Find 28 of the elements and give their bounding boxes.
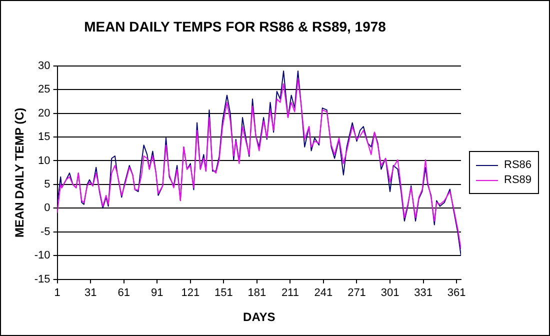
x-tick-label: 151	[214, 287, 233, 300]
x-tick-label: 181	[248, 287, 266, 300]
x-tick-label: 91	[150, 287, 164, 300]
y-tick-label: 10	[38, 154, 50, 167]
legend-label: RS86	[504, 159, 532, 172]
y-tick-label: 5	[44, 178, 50, 190]
x-tick-label: 121	[181, 287, 200, 300]
x-tick-label: 331	[414, 287, 432, 300]
y-tick-label: 0	[44, 202, 50, 214]
y-tick-label: 30	[38, 60, 50, 72]
y-tick-label: -15	[34, 273, 50, 286]
x-tick-label: 1	[54, 287, 60, 300]
legend-label: RS89	[504, 174, 532, 186]
y-tick-label: -5	[40, 226, 50, 238]
x-tick-label: 361	[447, 287, 466, 300]
x-tick-label: 301	[380, 287, 400, 300]
x-tick-label: 241	[314, 287, 333, 300]
y-tick-label: 20	[38, 107, 50, 120]
chart-title: MEAN DAILY TEMPS FOR RS86 & RS89, 1978	[84, 18, 386, 34]
y-tick-label: 25	[38, 84, 50, 96]
y-axis-title: MEAN DAILY TEMP (C)	[12, 108, 27, 238]
x-axis-title: DAYS	[243, 310, 276, 324]
x-tick-label: 31	[84, 287, 97, 300]
x-tick-label: 211	[281, 287, 299, 300]
x-tick-label: 271	[348, 287, 366, 300]
x-tick-label: 61	[118, 287, 130, 300]
y-tick-label: 15	[38, 131, 50, 144]
y-tick-label: -10	[34, 250, 50, 262]
